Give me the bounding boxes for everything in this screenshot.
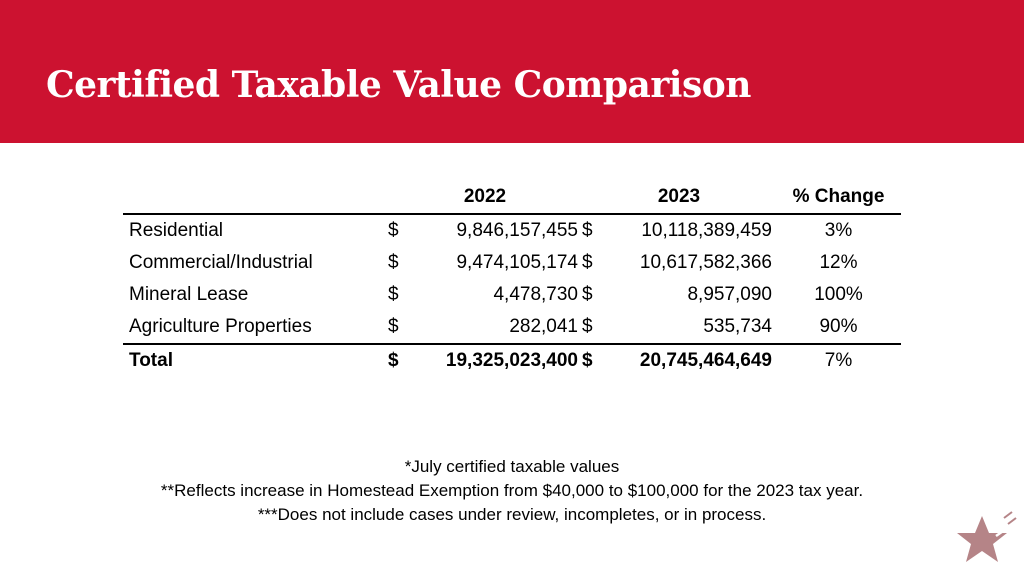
- total-percent-change: 7%: [824, 350, 853, 371]
- header-category: [123, 181, 388, 215]
- footnote-3: ***Does not include cases under review, …: [257, 505, 767, 524]
- value-2023: 10,617,582,366: [639, 252, 772, 273]
- value-2022: 9,474,105,174: [456, 252, 578, 273]
- footnote-1: *July certified taxable values: [404, 457, 620, 476]
- table-header-row: 2022 2023 % Change: [123, 181, 901, 215]
- total-label: Total: [129, 350, 173, 371]
- row-label: Residential: [129, 220, 223, 241]
- percent-change: 90%: [776, 311, 901, 345]
- star-icon: [957, 511, 1018, 562]
- table-row: Residential $ 9,846,157,455 $ 10,118,389…: [123, 214, 901, 247]
- value-2022: 4,478,730: [493, 284, 578, 305]
- percent-change: 100%: [814, 284, 863, 305]
- footnote-2: **Reflects increase in Homestead Exempti…: [160, 481, 864, 500]
- currency-symbol: $: [582, 220, 593, 241]
- table-row: Agriculture Properties $ 282,041 $ 535,7…: [123, 311, 901, 345]
- percent-change: 12%: [819, 252, 858, 273]
- currency-symbol: $: [388, 284, 399, 305]
- currency-symbol: $: [582, 284, 593, 305]
- currency-symbol: $: [388, 220, 399, 241]
- total-row: Total $ 19,325,023,400 $ 20,745,464,649 …: [123, 344, 901, 377]
- row-label: Commercial/Industrial: [129, 252, 313, 273]
- header-2023: 2023: [582, 181, 776, 215]
- currency-symbol: $: [582, 350, 593, 371]
- header-2022: 2022: [388, 181, 582, 215]
- currency-symbol: $: [388, 252, 399, 273]
- currency-symbol: $: [582, 311, 604, 345]
- value-2022: 282,041: [410, 311, 582, 345]
- row-label: Mineral Lease: [129, 284, 249, 305]
- title-banner: Certified Taxable Value Comparison: [0, 0, 1024, 143]
- header-change: % Change: [776, 181, 901, 215]
- currency-symbol: $: [388, 350, 399, 371]
- table-row: Mineral Lease $ 4,478,730 $ 8,957,090 10…: [123, 279, 901, 311]
- percent-change: 3%: [824, 220, 853, 241]
- value-2023: 535,734: [604, 311, 776, 345]
- footnotes: *July certified taxable values **Reflect…: [0, 455, 1024, 527]
- table-row: Commercial/Industrial $ 9,474,105,174 $ …: [123, 247, 901, 279]
- value-2022: 9,846,157,455: [456, 220, 578, 241]
- total-2023: 20,745,464,649: [639, 350, 772, 371]
- row-label: Agriculture Properties: [123, 311, 388, 345]
- value-2023: 10,118,389,459: [641, 220, 772, 241]
- currency-symbol: $: [388, 311, 410, 345]
- page-title: Certified Taxable Value Comparison: [46, 64, 751, 106]
- currency-symbol: $: [582, 252, 593, 273]
- taxable-value-table: 2022 2023 % Change Residential $ 9,846,1…: [123, 181, 901, 377]
- total-2022: 19,325,023,400: [445, 350, 578, 371]
- value-2023: 8,957,090: [687, 284, 772, 305]
